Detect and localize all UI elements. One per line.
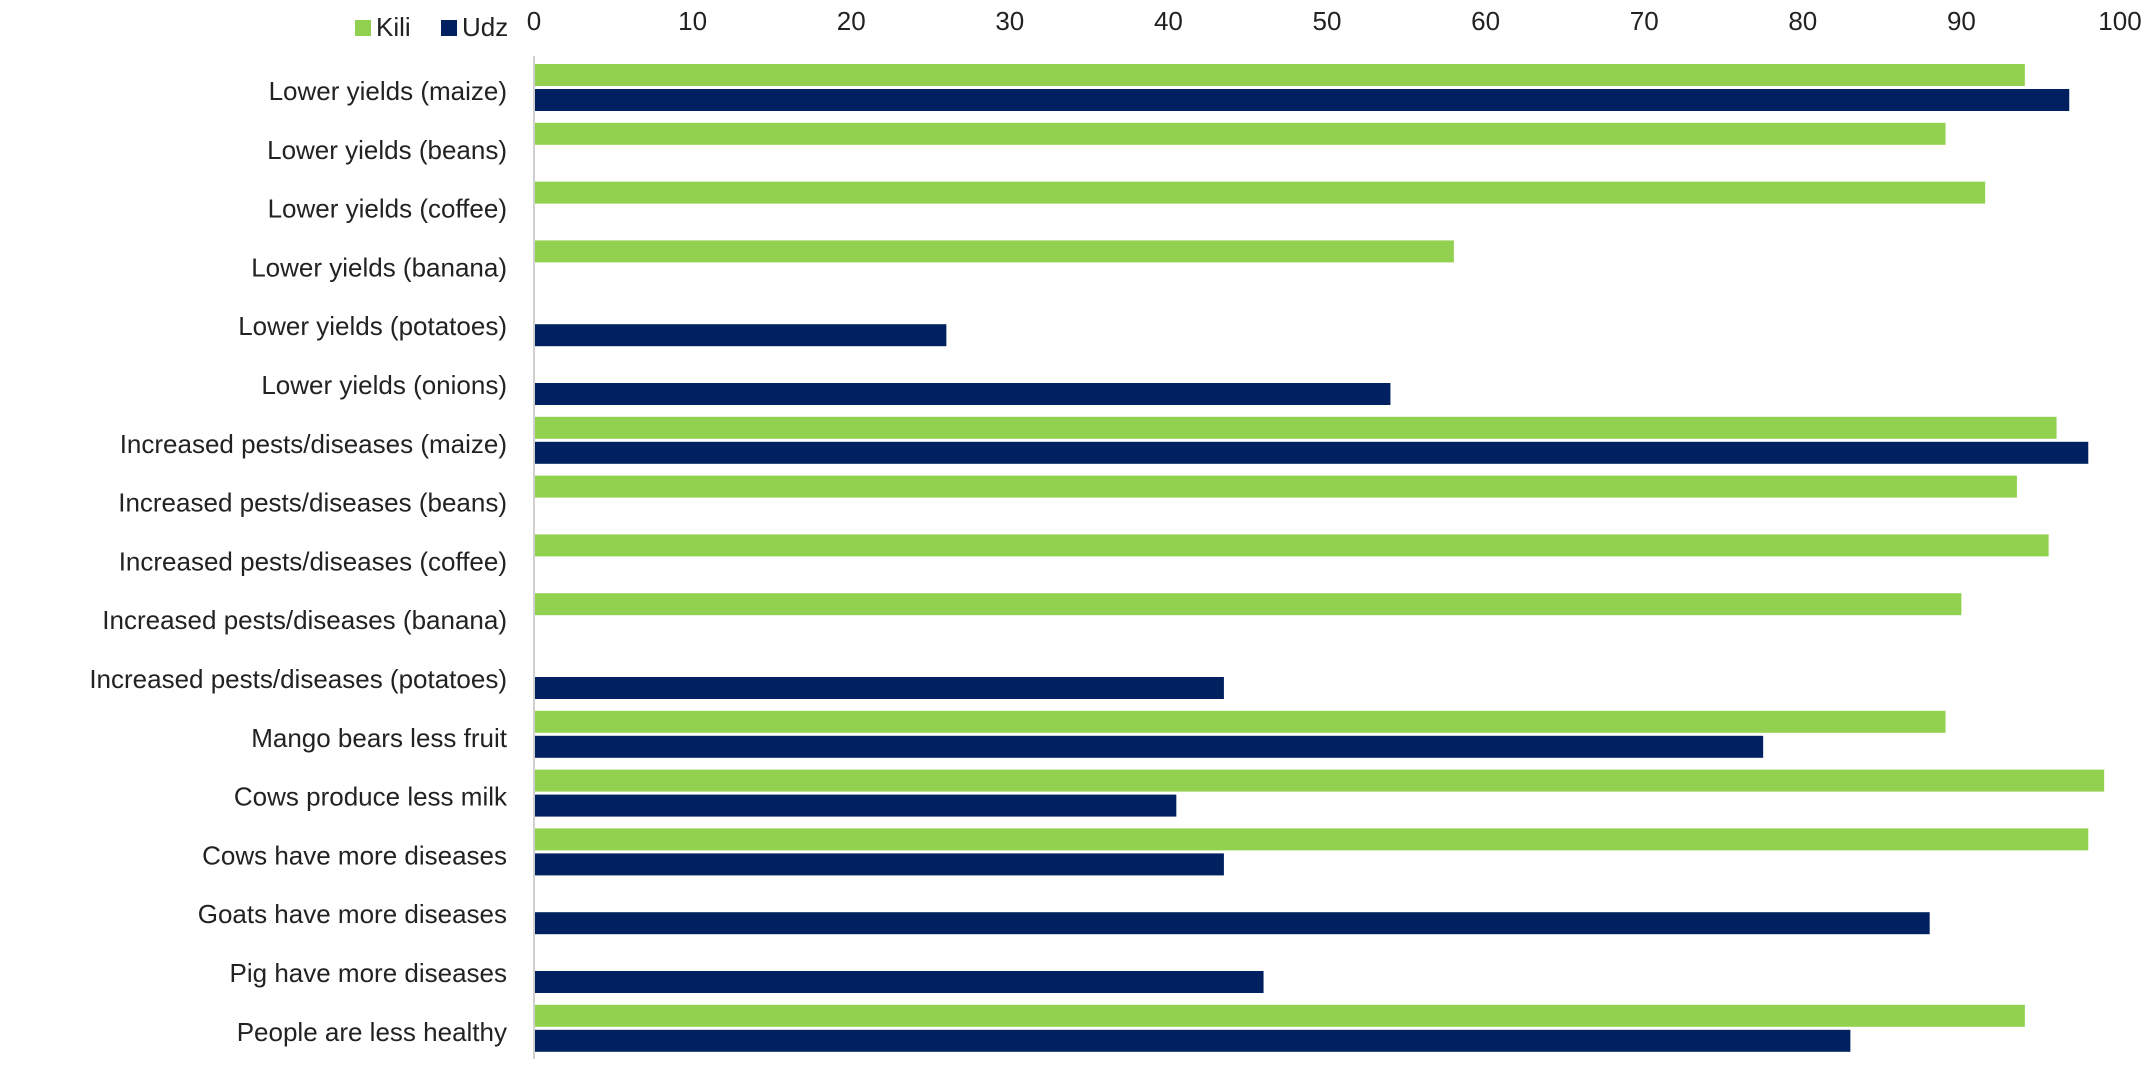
category-label: Increased pests/diseases (potatoes)	[89, 664, 507, 694]
bar-kili	[534, 475, 2017, 498]
legend-swatch-kili	[355, 20, 371, 36]
x-tick-label: 60	[1471, 6, 1500, 36]
bar-kili	[534, 64, 2025, 86]
bar-kili	[534, 710, 1946, 733]
category-label: Increased pests/diseases (banana)	[102, 605, 507, 635]
category-label: Increased pests/diseases (beans)	[118, 488, 507, 518]
legend-label-kili: Kili	[376, 12, 411, 42]
category-label: People are less healthy	[237, 1017, 507, 1047]
category-label: Lower yields (banana)	[251, 252, 507, 282]
bar-kili	[534, 769, 2105, 792]
x-axis-ticks: 0 10 20 30 40 50 60 70 80 90 100	[527, 6, 2142, 36]
bar-kili	[534, 1004, 2025, 1027]
category-label: Cows have more diseases	[202, 840, 507, 870]
bar-kili	[534, 534, 2049, 557]
category-label: Lower yields (onions)	[261, 370, 507, 400]
category-label: Mango bears less fruit	[251, 723, 508, 753]
x-tick-label: 0	[527, 6, 541, 36]
bar-kili	[534, 828, 2089, 851]
bar-udz	[534, 383, 1391, 405]
category-label: Lower yields (potatoes)	[238, 311, 507, 341]
bar-udz	[534, 89, 2070, 111]
bar-udz	[534, 794, 1177, 817]
category-label: Lower yields (coffee)	[268, 194, 507, 224]
bar-kili	[534, 181, 1986, 204]
category-label: Increased pests/diseases (coffee)	[119, 546, 507, 576]
bar-udz	[534, 441, 2089, 464]
bar-udz	[534, 971, 1264, 993]
x-tick-label: 80	[1788, 6, 1817, 36]
category-label: Increased pests/diseases (maize)	[120, 429, 507, 459]
bar-udz	[534, 735, 1764, 758]
x-tick-label: 30	[995, 6, 1024, 36]
x-tick-label: 50	[1313, 6, 1342, 36]
x-tick-label: 10	[678, 6, 707, 36]
category-label: Pig have more diseases	[230, 958, 507, 988]
bar-kili	[534, 240, 1454, 263]
category-label: Lower yields (beans)	[267, 135, 507, 165]
bar-kili	[534, 416, 2057, 439]
legend-label-udz: Udz	[462, 12, 508, 42]
bar-kili	[534, 122, 1946, 145]
bar-udz	[534, 912, 1930, 935]
legend-swatch-udz	[441, 20, 457, 36]
x-tick-label: 100	[2098, 6, 2141, 36]
x-tick-label: 20	[837, 6, 866, 36]
bar-udz	[534, 1029, 1851, 1052]
x-tick-label: 70	[1630, 6, 1659, 36]
bar-udz	[534, 853, 1224, 876]
bar-series	[534, 64, 2105, 1052]
category-label: Cows produce less milk	[234, 782, 508, 812]
x-tick-label: 90	[1947, 6, 1976, 36]
legend: Kili Udz	[355, 12, 508, 42]
bar-udz	[534, 677, 1224, 699]
y-axis-category-labels: Lower yields (maize) Lower yields (beans)…	[89, 76, 508, 1047]
bar-kili	[534, 593, 1962, 616]
category-label: Goats have more diseases	[198, 899, 507, 929]
category-label: Lower yields (maize)	[269, 76, 507, 106]
bar-udz	[534, 324, 947, 347]
x-tick-label: 40	[1154, 6, 1183, 36]
